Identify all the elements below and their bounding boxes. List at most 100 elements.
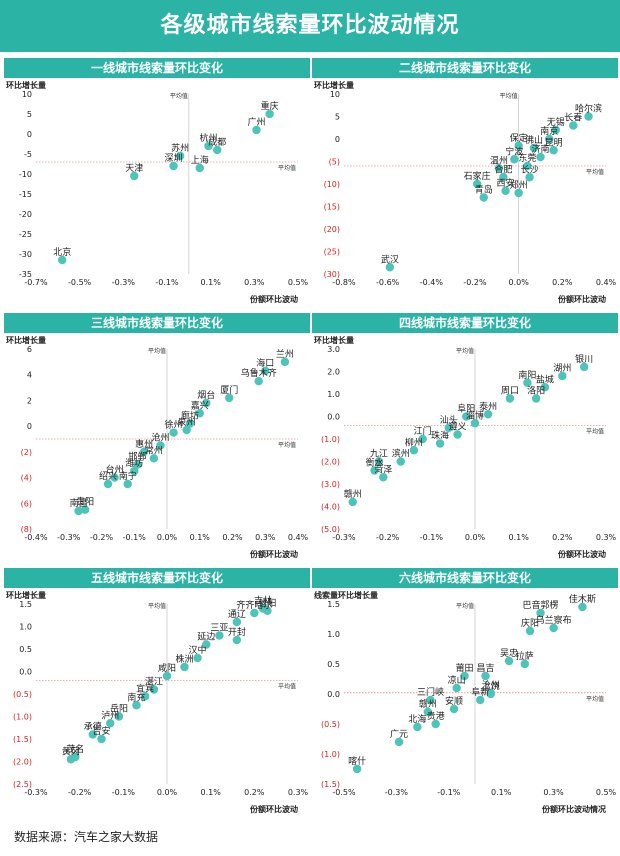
y-tick-label: 4 [27, 371, 32, 380]
data-point-label: 延边 [197, 631, 215, 643]
x-tick-label: -0.6% [376, 278, 400, 287]
mean-x-label: 平均值 [170, 92, 188, 100]
data-point-label: 嘉兴 [191, 399, 209, 411]
data-point [525, 626, 535, 636]
data-point [254, 376, 263, 386]
y-axis-label: 线索量环比增长量 [314, 590, 378, 600]
y-axis-label: 环比增长量 [314, 335, 354, 345]
data-point-label: 安顺 [445, 695, 463, 707]
y-axis-label: 环比增长量 [6, 590, 46, 600]
data-point-label: 沧州 [151, 431, 169, 443]
data-point-label: 南阳 [518, 369, 536, 381]
data-point [232, 617, 242, 627]
x-tick-label: 0.4% [288, 533, 309, 542]
data-point [133, 460, 142, 469]
y-tick-label: 2.0 [327, 368, 340, 377]
data-point [169, 428, 178, 437]
data-point [123, 479, 132, 489]
data-point-label: 东莞 [518, 152, 536, 164]
data-point [499, 173, 508, 182]
data-point [385, 263, 395, 272]
chart-panel-tier6: 六线城市线索量环比变化 线索量环比增长量 1.5 1.0 0.5 0.0 (0.5) (1.… [312, 568, 618, 818]
mean-y-label: 平均值 [278, 164, 296, 172]
data-point-label: 杭州 [199, 132, 217, 144]
data-point [379, 473, 388, 482]
data-point [472, 179, 482, 189]
data-point [431, 719, 440, 729]
mean-x-label: 平均值 [456, 602, 474, 610]
x-axis-label: 份额环比波动 [250, 549, 298, 559]
x-tick-label: 0.0% [509, 278, 530, 287]
y-tick-label: -35 [19, 270, 32, 279]
data-point-label: 佳木斯 [569, 593, 596, 605]
data-point-label: 岳阳 [110, 703, 128, 715]
y-tick-label: (5.0) [321, 525, 340, 534]
data-point-label: 九江 [370, 449, 388, 460]
x-tick-label: -0.5% [68, 278, 92, 287]
y-tick-label: (20) [324, 225, 340, 234]
mean-y-label: 平均值 [586, 168, 604, 176]
x-tick-label: 0.5% [288, 278, 309, 287]
data-point [149, 454, 159, 463]
data-point [486, 688, 495, 697]
data-point-label: 黄冈 [62, 745, 80, 757]
data-point-label: 成都 [208, 136, 226, 148]
x-axis-label: 份额环比波动 [558, 549, 606, 559]
y-tick-label: 0.5 [327, 660, 340, 669]
data-point-label: 银川 [575, 353, 593, 365]
data-point-label: 洛阳 [527, 385, 545, 397]
data-point-label: 上饶 [482, 680, 500, 692]
data-point-label: 汕头 [440, 415, 458, 426]
x-axis-label: 份额环比波动 [250, 294, 298, 304]
data-point [444, 423, 453, 432]
y-tick-label: 5 [27, 110, 32, 119]
data-point [225, 393, 234, 403]
data-point-label: 海口 [256, 357, 274, 369]
data-point-label: 宁波 [505, 145, 523, 157]
data-point-label: 巴音郭楞 [522, 599, 558, 611]
y-tick-label: 1.0 [327, 630, 340, 639]
data-point-label: 合肥 [494, 163, 512, 175]
data-point-label: 绍兴 [99, 470, 117, 482]
y-tick-label: 2 [27, 396, 32, 405]
x-tick-label: 0.3% [255, 533, 276, 542]
data-point [514, 141, 523, 150]
y-tick-label: (0.5) [321, 720, 340, 729]
data-point [195, 163, 204, 173]
data-point-label: 泰州 [479, 400, 497, 412]
y-tick-label: (25) [324, 248, 340, 257]
chart-panel-tier3: 三线城市线索量环比变化 环比增长量 6 4 2 0 (2) (4) (6) (8) -0.4% -0… [4, 313, 310, 563]
data-point [514, 188, 523, 198]
x-tick-label: 0.3% [596, 533, 617, 542]
data-point [97, 734, 106, 744]
x-tick-label: 0.0% [465, 533, 486, 542]
data-point-label: 珠海 [431, 430, 449, 442]
x-tick-label: -0.1% [155, 278, 179, 287]
data-point-label: 南充 [127, 691, 145, 703]
data-point-label: 庆阳 [521, 617, 539, 629]
data-point [423, 707, 433, 717]
data-point-label: 拉萨 [516, 650, 534, 662]
data-point-label: 无锡 [547, 117, 565, 128]
data-point-label: 南宁 [119, 470, 137, 482]
x-axis-label: 份额环比波动 [250, 804, 298, 814]
mean-x-label: 平均值 [148, 602, 166, 610]
x-tick-label: 0.1% [201, 278, 222, 287]
x-tick-label: 0.1% [509, 533, 530, 542]
data-point-label: 昌吉 [476, 663, 494, 674]
data-point-label: 阜新 [471, 686, 489, 698]
y-tick-label: -5 [24, 150, 32, 159]
data-point-label: 石家庄 [464, 170, 491, 182]
data-point-label: 哈尔滨 [575, 103, 602, 115]
data-point [352, 764, 362, 774]
data-point-label: 昆明 [545, 137, 563, 148]
data-point [374, 457, 384, 466]
data-point-label: 三门峡 [417, 686, 444, 698]
data-point-label: 莆田 [456, 662, 474, 674]
data-point-label: 青岛 [475, 184, 493, 196]
y-tick-label: (1.0) [321, 750, 340, 759]
x-tick-label: 0.0% [157, 533, 178, 542]
data-point [195, 409, 204, 418]
data-point [394, 737, 404, 747]
